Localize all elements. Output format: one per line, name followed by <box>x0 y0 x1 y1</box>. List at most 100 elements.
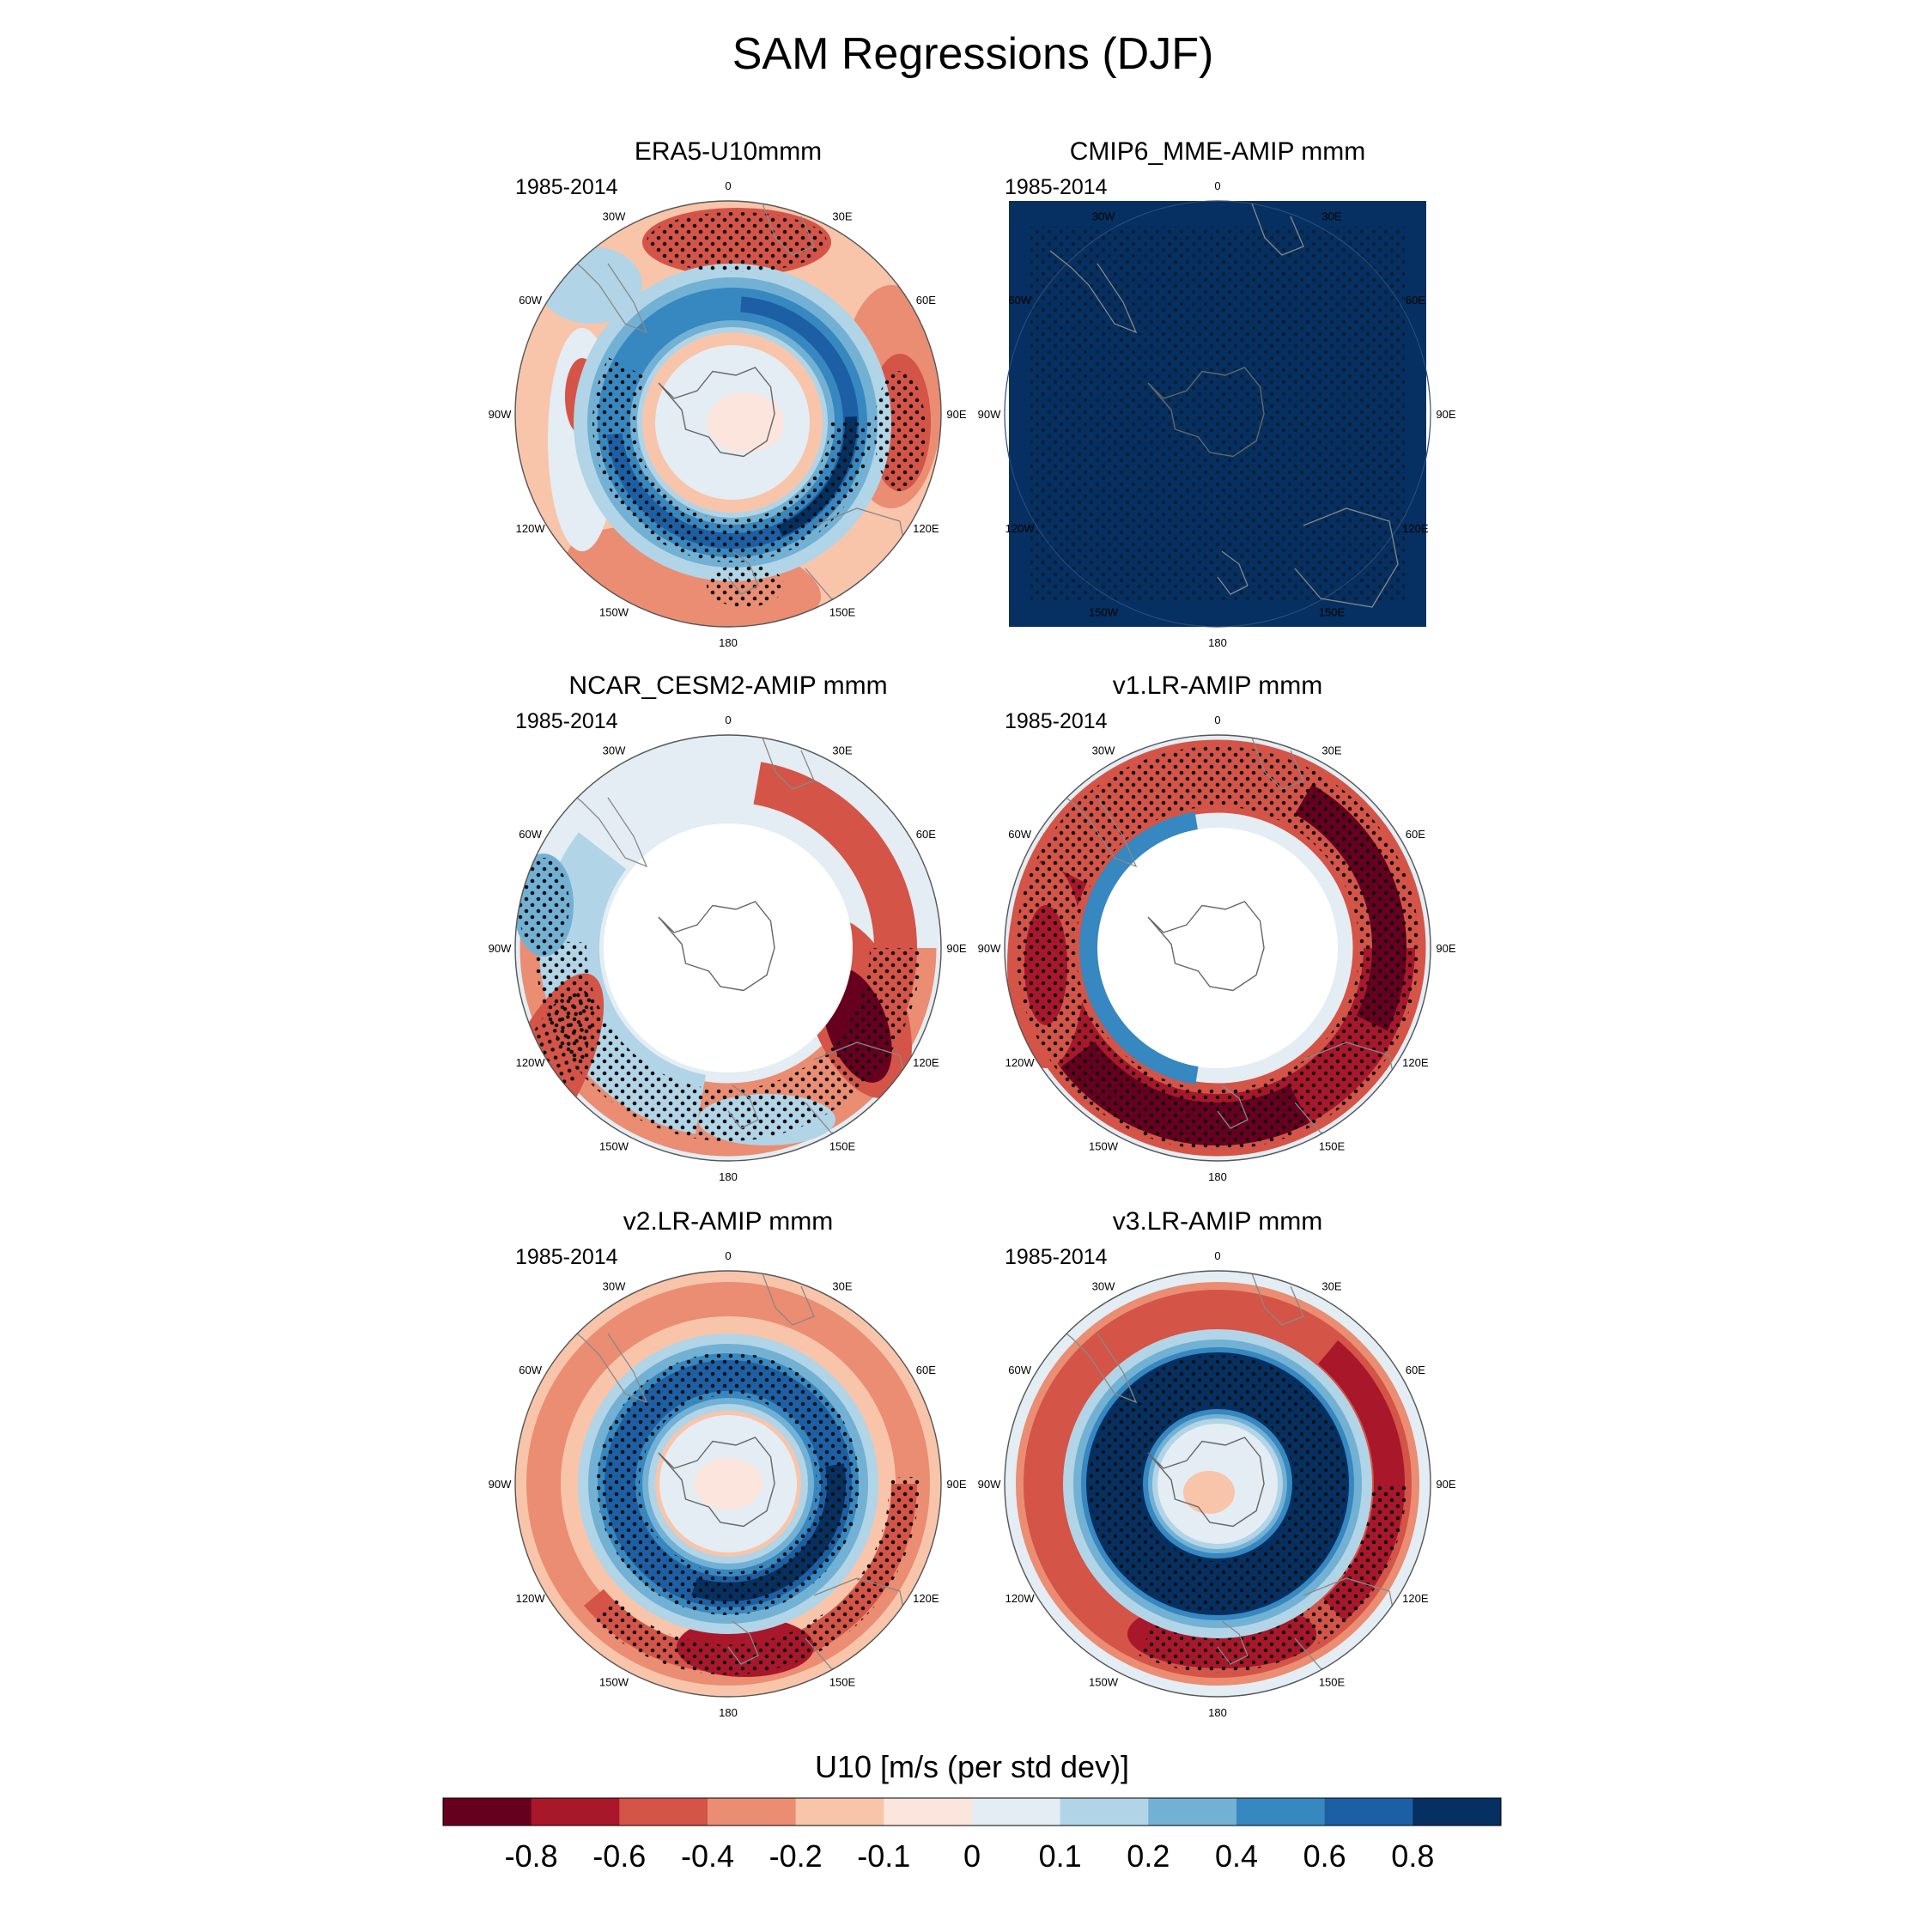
longitude-label: 90E <box>1436 408 1455 421</box>
longitude-label: 90E <box>1436 942 1455 955</box>
longitude-label: 60W <box>519 294 542 307</box>
longitude-label: 30W <box>1092 210 1115 223</box>
field-v1 <box>1005 735 1431 1161</box>
colorbar-tick-label: 0.6 <box>1303 1838 1346 1874</box>
longitude-label: 30E <box>1321 1280 1341 1293</box>
map-panel-cesm2: NCAR_CESM2-AMIP mmm 1985-2014 0 30E 60E 90E 12… <box>489 671 967 1183</box>
longitude-label: 30E <box>832 1280 852 1293</box>
longitude-label: 150E <box>829 1675 856 1688</box>
panel-grid: ERA5-U10mmm 1985-2014 0 30E 60E 90E 120E 150E 18… <box>489 137 1456 1719</box>
longitude-label: 120E <box>1402 522 1429 535</box>
longitude-label: 150W <box>599 605 629 618</box>
longitude-label: 60W <box>1008 1364 1031 1376</box>
map-panel-cmip6: CMIP6_MME-AMIP mmm 1985-2014 0 30E 60E 90E 120… <box>978 137 1456 649</box>
longitude-label: 90W <box>978 942 1001 955</box>
longitude-label: 30W <box>1092 1280 1115 1293</box>
colorbar-swatch <box>619 1798 708 1826</box>
longitude-label: 0 <box>1214 179 1220 192</box>
longitude-label: 120W <box>516 1592 546 1605</box>
colorbar-title: U10 [m/s (per std dev)] <box>815 1749 1129 1784</box>
longitude-label: 120W <box>1005 1056 1036 1069</box>
longitude-label: 60E <box>916 294 936 307</box>
longitude-label: 180 <box>1208 1706 1227 1719</box>
longitude-label: 60E <box>1406 294 1425 307</box>
longitude-label: 90E <box>946 942 966 955</box>
map-panel-era5: ERA5-U10mmm 1985-2014 0 30E 60E 90E 120E 150E 18… <box>489 137 967 649</box>
panel-period: 1985-2014 <box>1005 1245 1108 1269</box>
coastlines <box>560 1273 909 1678</box>
panel-period: 1985-2014 <box>515 175 618 199</box>
longitude-label: 30E <box>1321 744 1341 757</box>
longitude-label: 60W <box>1008 294 1031 307</box>
colorbar-tick-label: -0.1 <box>857 1838 910 1874</box>
longitude-label: 180 <box>719 1170 738 1183</box>
longitude-label: 90W <box>489 1478 512 1491</box>
panel-period: 1985-2014 <box>515 1245 618 1269</box>
colorbar-tick-label: -0.8 <box>505 1838 558 1874</box>
longitude-label: 180 <box>719 1706 738 1719</box>
colorbar-swatch <box>531 1798 620 1826</box>
longitude-label: 30W <box>603 1280 626 1293</box>
longitude-label: 90W <box>978 1478 1001 1491</box>
colorbar-tick-label: 0.4 <box>1215 1838 1258 1874</box>
field-era5 <box>515 201 941 627</box>
longitude-label: 60W <box>1008 828 1031 841</box>
panel-title: v3.LR-AMIP mmm <box>1113 1207 1322 1236</box>
longitude-label: 120E <box>913 522 939 535</box>
map-border <box>514 734 942 1162</box>
longitude-label: 30W <box>603 210 626 223</box>
longitude-label: 0 <box>725 179 731 192</box>
map-border <box>1004 1270 1431 1698</box>
colorbar-swatch <box>972 1798 1061 1826</box>
map-border <box>514 1270 942 1698</box>
longitude-label: 120E <box>913 1592 939 1605</box>
longitude-label: 60E <box>1406 1364 1425 1376</box>
longitude-label: 150E <box>1319 605 1346 618</box>
colorbar-tick-label: -0.4 <box>681 1838 734 1874</box>
longitude-label: 0 <box>1214 1249 1220 1262</box>
colorbar-tick-label: -0.6 <box>592 1838 646 1874</box>
longitude-label: 60E <box>916 1364 936 1376</box>
longitude-label: 120E <box>913 1056 939 1069</box>
longitude-label: 150E <box>1319 1675 1346 1688</box>
colorbar-swatch <box>1236 1798 1326 1826</box>
colorbar-swatch <box>443 1798 532 1826</box>
longitude-label: 30W <box>1092 744 1115 757</box>
longitude-label: 30E <box>832 744 852 757</box>
longitude-label: 0 <box>725 714 731 726</box>
longitude-label: 180 <box>719 636 738 649</box>
longitude-label: 0 <box>725 1249 731 1262</box>
figure-title: SAM Regressions (DJF) <box>732 29 1214 79</box>
longitude-label: 0 <box>1214 714 1220 726</box>
longitude-label: 120E <box>1402 1592 1429 1605</box>
longitude-label: 90E <box>1436 1478 1455 1491</box>
longitude-label: 120W <box>516 1056 546 1069</box>
longitude-label: 150E <box>829 605 856 618</box>
coastlines <box>1049 203 1399 608</box>
longitude-label: 150W <box>599 1139 629 1152</box>
longitude-label: 150E <box>829 1139 856 1152</box>
longitude-label: 150W <box>1089 1139 1119 1152</box>
panel-title: ERA5-U10mmm <box>635 137 822 166</box>
longitude-label: 150W <box>599 1675 629 1688</box>
panel-title: NCAR_CESM2-AMIP mmm <box>568 671 887 700</box>
panel-period: 1985-2014 <box>1005 709 1108 733</box>
colorbar-tick-label: 0.8 <box>1391 1838 1434 1874</box>
field-cmip6 <box>1004 200 1431 628</box>
panel-period: 1985-2014 <box>1005 175 1108 199</box>
colorbar-tick-label: -0.2 <box>769 1838 823 1874</box>
colorbar-swatch <box>1148 1798 1237 1826</box>
longitude-label: 180 <box>1208 1170 1227 1183</box>
panel-period: 1985-2014 <box>515 709 618 733</box>
longitude-label: 90W <box>489 408 512 421</box>
map-border <box>514 200 942 628</box>
longitude-label: 150W <box>1089 605 1119 618</box>
longitude-label: 30W <box>603 744 626 757</box>
field-v2 <box>515 1271 941 1697</box>
colorbar-swatch <box>884 1798 973 1826</box>
colorbar-swatch <box>1413 1798 1502 1826</box>
